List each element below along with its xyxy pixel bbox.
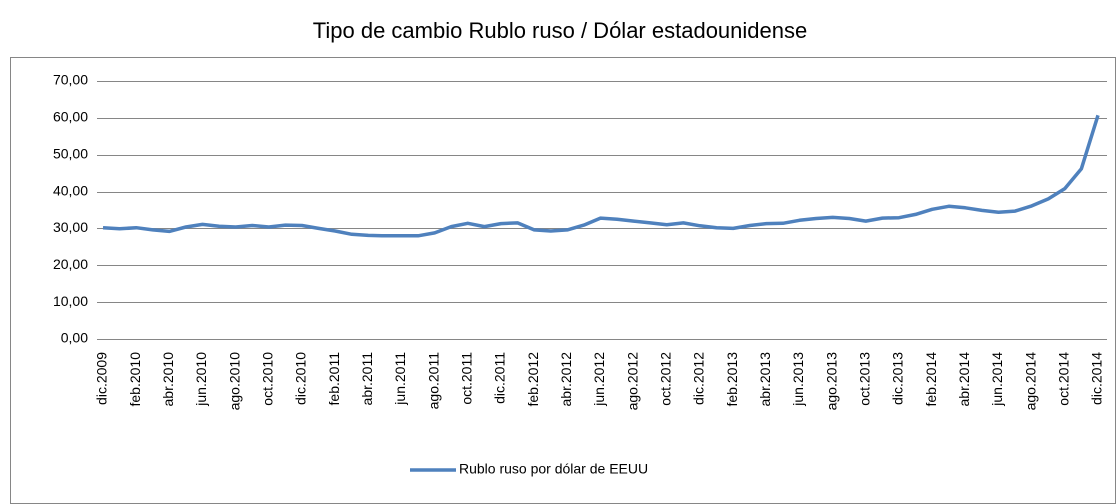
x-tick-label: feb.2014 [923, 352, 939, 407]
x-tick-label: jun.2010 [193, 352, 209, 407]
x-tick-label: ago.2012 [624, 352, 640, 411]
x-tick-label: abr.2013 [757, 352, 773, 407]
x-tick-label: ago.2013 [823, 352, 839, 411]
y-tick-label: 0,00 [61, 330, 88, 346]
y-tick-label: 70,00 [53, 72, 88, 88]
x-tick-label: dic.2010 [293, 352, 309, 405]
x-tick-label: abr.2010 [160, 352, 176, 407]
x-tick-label: ago.2011 [425, 352, 441, 410]
x-tick-label: dic.2013 [890, 352, 906, 405]
y-tick-label: 60,00 [53, 109, 88, 125]
legend-label: Rublo ruso por dólar de EEUU [459, 461, 648, 477]
y-tick-label: 20,00 [53, 256, 88, 272]
chart-frame [10, 57, 1116, 504]
x-tick-label: jun.2011 [392, 352, 408, 406]
x-tick-label: abr.2014 [956, 352, 972, 407]
y-tick-label: 50,00 [53, 145, 88, 161]
y-tick-label: 30,00 [53, 219, 88, 235]
x-tick-label: dic.2009 [94, 352, 110, 405]
x-tick-label: feb.2013 [724, 352, 740, 407]
x-tick-label: jun.2014 [989, 352, 1005, 407]
x-tick-label: abr.2011 [359, 352, 375, 406]
x-tick-label: feb.2010 [127, 352, 143, 407]
x-tick-label: oct.2012 [658, 352, 674, 406]
x-tick-label: dic.2011 [492, 352, 508, 404]
y-tick-label: 40,00 [53, 182, 88, 198]
x-tick-label: jun.2012 [591, 352, 607, 407]
x-tick-label: ago.2014 [1022, 352, 1038, 411]
x-tick-label: oct.2014 [1056, 352, 1072, 406]
x-tick-label: dic.2014 [1089, 352, 1105, 405]
x-tick-label: feb.2011 [326, 352, 342, 406]
x-tick-label: feb.2012 [525, 352, 541, 407]
x-tick-label: oct.2013 [857, 352, 873, 406]
y-tick-label: 10,00 [53, 293, 88, 309]
x-tick-label: oct.2010 [260, 352, 276, 406]
data-line [102, 114, 1100, 238]
x-tick-label: oct.2011 [459, 352, 475, 405]
x-tick-label: jun.2013 [790, 352, 806, 407]
x-tick-label: abr.2012 [558, 352, 574, 407]
x-tick-label: ago.2010 [226, 352, 242, 411]
x-tick-label: dic.2012 [691, 352, 707, 405]
chart-title: Tipo de cambio Rublo ruso / Dólar estado… [313, 18, 807, 43]
